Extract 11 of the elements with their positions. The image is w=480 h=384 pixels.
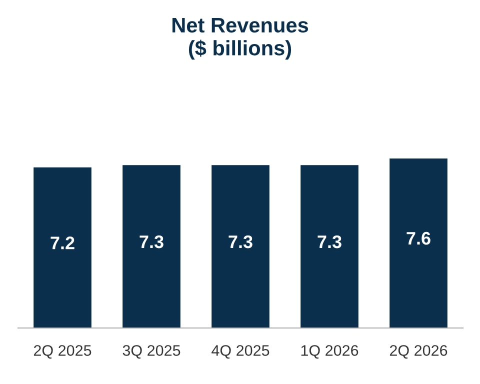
x-tick-label: 2Q 2026 [390, 345, 448, 359]
data-label: 7.3 [228, 235, 252, 248]
data-label: 7.2 [50, 236, 74, 250]
x-tick-label: 4Q 2025 [212, 345, 270, 359]
x-tick-label: 1Q 2026 [301, 345, 358, 359]
x-tick-label: 2Q 2025 [34, 345, 92, 359]
data-label: 7.3 [318, 235, 342, 248]
chart-title: Net Revenues ($ billions) [172, 18, 308, 60]
data-label: 7.6 [406, 232, 430, 245]
data-label: 7.3 [140, 235, 164, 248]
x-tick-label: 3Q 2025 [122, 345, 180, 359]
